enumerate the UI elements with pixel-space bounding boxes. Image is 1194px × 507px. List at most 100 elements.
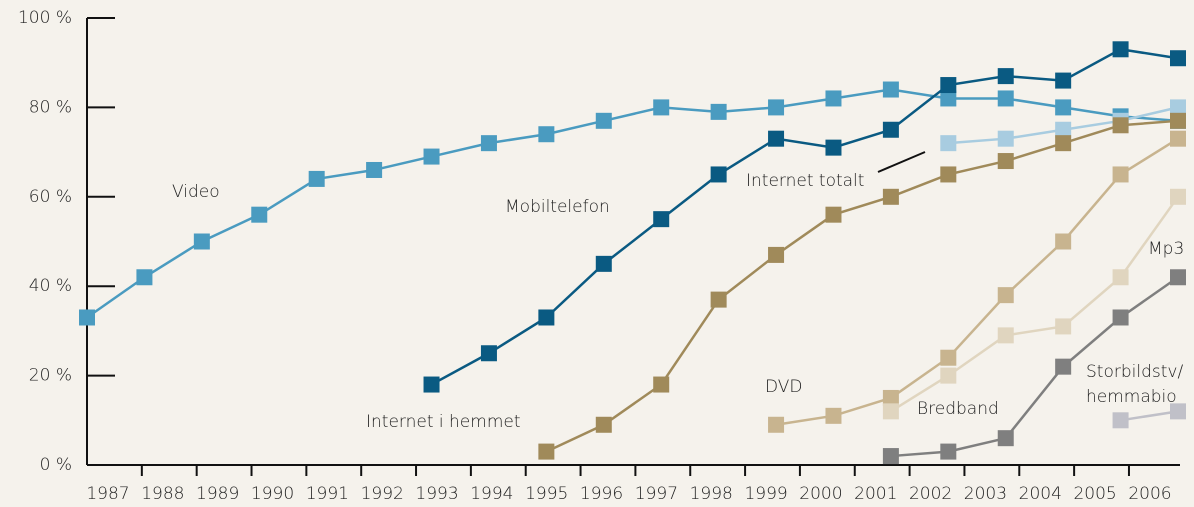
marker — [1170, 403, 1186, 420]
x-tick-label: 1996 — [580, 484, 623, 504]
series-line — [890, 196, 1180, 413]
x-tick-label: 2005 — [1073, 484, 1116, 504]
x-tick-label: 1987 — [86, 484, 129, 504]
marker — [1055, 121, 1072, 138]
marker — [480, 135, 497, 152]
marker — [940, 443, 957, 460]
marker — [595, 112, 612, 129]
marker — [423, 376, 440, 393]
marker — [997, 153, 1014, 170]
marker — [538, 126, 555, 143]
marker — [1055, 99, 1072, 116]
series-line — [890, 276, 1179, 458]
series-label: Storbildstv/ hemmabio — [1086, 362, 1184, 407]
x-tick-label: 2003 — [964, 484, 1007, 504]
marker — [1055, 233, 1072, 250]
marker — [997, 287, 1014, 304]
marker — [710, 166, 727, 183]
x-tick-label: 1993 — [415, 484, 458, 504]
marker — [480, 345, 497, 362]
x-tick-label: 2006 — [1128, 484, 1171, 504]
marker — [1170, 112, 1186, 129]
marker — [1112, 309, 1129, 326]
marker — [940, 135, 957, 152]
marker — [538, 309, 555, 326]
x-tick-label: 1992 — [361, 484, 404, 504]
x-tick-label: 1998 — [690, 484, 733, 504]
y-tick-label: 20 % — [29, 366, 72, 386]
x-tick-label: 1989 — [196, 484, 239, 504]
marker — [1112, 269, 1129, 286]
x-tick-label: 2000 — [799, 484, 842, 504]
marker — [882, 121, 899, 138]
marker — [1170, 188, 1186, 205]
series-line — [1120, 410, 1179, 422]
marker — [595, 255, 612, 272]
marker — [940, 77, 957, 94]
marker — [1055, 318, 1072, 335]
marker — [882, 188, 899, 205]
marker — [136, 269, 153, 286]
y-tick-label: 80 % — [29, 97, 72, 117]
x-tick-label: 2001 — [854, 484, 897, 504]
marker — [825, 90, 842, 107]
marker — [997, 327, 1014, 344]
marker — [653, 211, 670, 228]
marker — [595, 416, 612, 433]
marker — [653, 376, 670, 393]
marker — [1112, 412, 1129, 429]
marker — [1112, 166, 1129, 183]
series-label: Bredband — [917, 399, 999, 419]
marker — [423, 148, 440, 165]
series-line — [86, 88, 1179, 319]
series-label: Video — [172, 182, 220, 202]
marker — [940, 90, 957, 107]
x-tick-label: 1988 — [141, 484, 184, 504]
marker — [997, 90, 1014, 107]
series-label: Mobiltelefon — [505, 197, 610, 217]
marker — [997, 430, 1014, 447]
marker — [308, 170, 325, 187]
marker — [1170, 269, 1186, 286]
marker — [1055, 72, 1072, 89]
y-tick-label: 40 % — [29, 276, 72, 296]
x-tick-label: 2002 — [909, 484, 952, 504]
marker — [710, 103, 727, 120]
y-tick-label: 0 % — [40, 455, 72, 475]
marker — [1170, 130, 1186, 147]
x-tick-label: 1999 — [744, 484, 787, 504]
series-label: DVD — [765, 377, 803, 397]
marker — [79, 309, 95, 326]
marker — [825, 407, 842, 424]
x-tick-label: 1994 — [470, 484, 513, 504]
marker — [768, 246, 785, 263]
marker — [882, 81, 899, 98]
marker — [710, 291, 727, 308]
series-label: Internet i hemmet — [366, 412, 521, 432]
x-tick-label: 2004 — [1019, 484, 1062, 504]
marker — [1055, 358, 1072, 375]
marker — [366, 161, 383, 178]
series-line — [545, 119, 1179, 453]
marker — [940, 349, 957, 366]
marker — [1170, 99, 1186, 116]
y-tick-label: 60 % — [29, 187, 72, 207]
y-tick-label: 100 % — [18, 8, 72, 28]
x-tick-label: 1991 — [306, 484, 349, 504]
marker — [882, 448, 899, 465]
marker — [768, 416, 785, 433]
marker — [1112, 41, 1129, 58]
marker — [538, 443, 555, 460]
marker — [768, 99, 785, 116]
marker — [825, 206, 842, 223]
series-line — [775, 137, 1179, 427]
series-line — [430, 47, 1179, 386]
marker — [997, 130, 1014, 147]
marker — [1112, 117, 1129, 134]
marker — [882, 403, 899, 420]
x-tick-label: 1995 — [525, 484, 568, 504]
marker — [940, 166, 957, 183]
marker — [768, 130, 785, 147]
